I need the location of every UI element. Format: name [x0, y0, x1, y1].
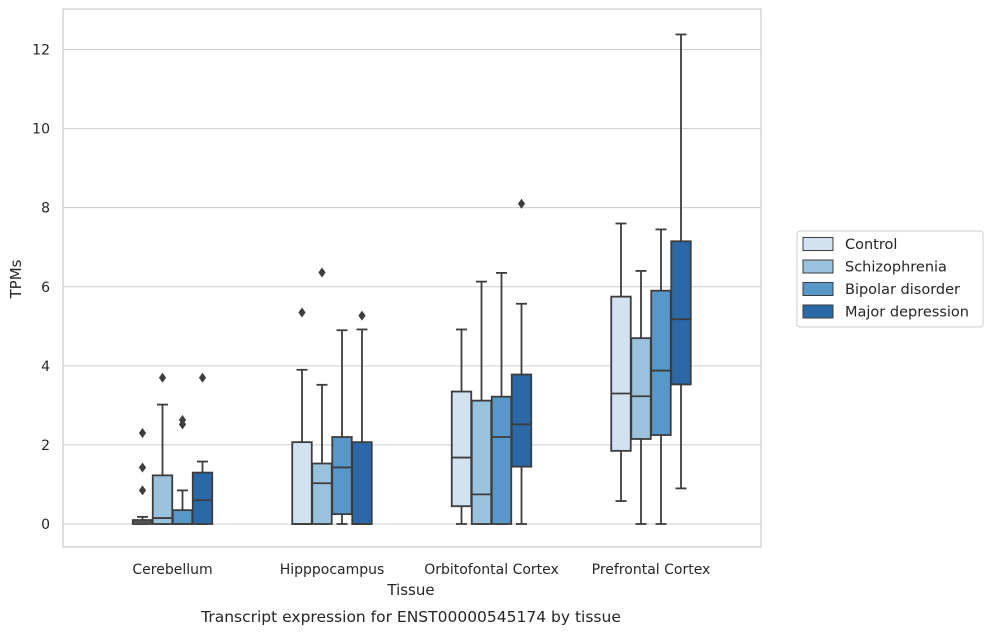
box-iqr: [470, 399, 493, 525]
box-iqr: [450, 390, 473, 508]
outlier-point: [358, 310, 366, 321]
y-tick-label: 12: [32, 43, 50, 59]
box-iqr: [171, 509, 194, 525]
box-iqr: [490, 395, 513, 525]
box-iqr: [351, 441, 373, 525]
outlier-point: [178, 419, 187, 430]
plot-area: [131, 33, 692, 525]
box-major-depression: [670, 33, 692, 490]
gridlines: [63, 49, 761, 525]
box-iqr: [610, 295, 632, 452]
legend: Control Schizophrenia Bipolar disorder Majo…: [796, 230, 984, 328]
box-major-depression: [191, 372, 214, 525]
outlier-point: [138, 462, 147, 473]
x-tick-label: Orbitofontal Cortex: [424, 562, 559, 578]
box-bipolar-disorder: [331, 329, 353, 525]
box-control: [450, 328, 473, 525]
y-tick-label: 8: [41, 201, 50, 217]
outlier-point: [138, 485, 147, 496]
box-bipolar-disorder: [490, 272, 513, 525]
legend-swatch: [802, 304, 834, 319]
box-iqr: [670, 240, 692, 386]
box-iqr: [650, 289, 672, 436]
outlier-point: [158, 372, 167, 383]
box-bipolar-disorder: [650, 228, 672, 525]
box-control: [291, 307, 313, 525]
box-iqr: [510, 373, 533, 468]
box-control: [131, 428, 154, 525]
axes: [62, 8, 762, 548]
outlier-point: [517, 198, 526, 209]
outlier-point: [138, 428, 147, 439]
y-tick-label: 4: [41, 359, 50, 375]
y-axis-title: TPMs: [7, 259, 25, 299]
legend-label: Control: [845, 237, 897, 253]
box-iqr: [311, 462, 333, 525]
box-major-depression: [510, 198, 533, 525]
legend-frame: [796, 230, 984, 328]
box-iqr: [291, 441, 313, 525]
outlier-point: [198, 372, 207, 383]
box-schizophrenia: [470, 280, 493, 525]
box-iqr: [630, 337, 652, 440]
x-tick-label: Prefrontal Cortex: [592, 562, 711, 578]
x-tick-label: Hipppocampus: [280, 562, 385, 578]
plot-frame: [62, 8, 762, 548]
tick-labels: 0 2 4 6 8 10 12 Cerebellum Hipppocampus Orbitofon…: [32, 43, 710, 579]
legend-label: Schizophrenia: [845, 260, 947, 276]
box-schizophrenia: [630, 270, 652, 525]
box-iqr: [191, 471, 214, 525]
y-tick-label: 6: [41, 280, 50, 296]
box-control: [610, 222, 632, 502]
legend-swatch: [802, 259, 834, 274]
outlier-point: [298, 307, 306, 318]
box-bipolar-disorder: [171, 415, 194, 525]
box-schizophrenia: [151, 372, 174, 525]
box-schizophrenia: [311, 267, 333, 525]
y-tick-label: 2: [41, 438, 50, 454]
x-axis-title: Tissue: [386, 581, 434, 599]
legend-swatch: [802, 237, 834, 251]
y-tick-label: 0: [41, 517, 50, 533]
box-iqr: [331, 436, 353, 516]
legend-label: Major depression: [845, 305, 969, 321]
box-major-depression: [351, 310, 373, 525]
x-tick-label: Cerebellum: [132, 562, 212, 578]
chart-caption: Transcript expression for ENST0000054517…: [200, 608, 621, 626]
box-iqr: [151, 474, 174, 525]
legend-swatch: [802, 282, 834, 296]
y-tick-label: 10: [32, 122, 50, 138]
legend-label: Bipolar disorder: [845, 282, 960, 298]
outlier-point: [318, 267, 326, 278]
